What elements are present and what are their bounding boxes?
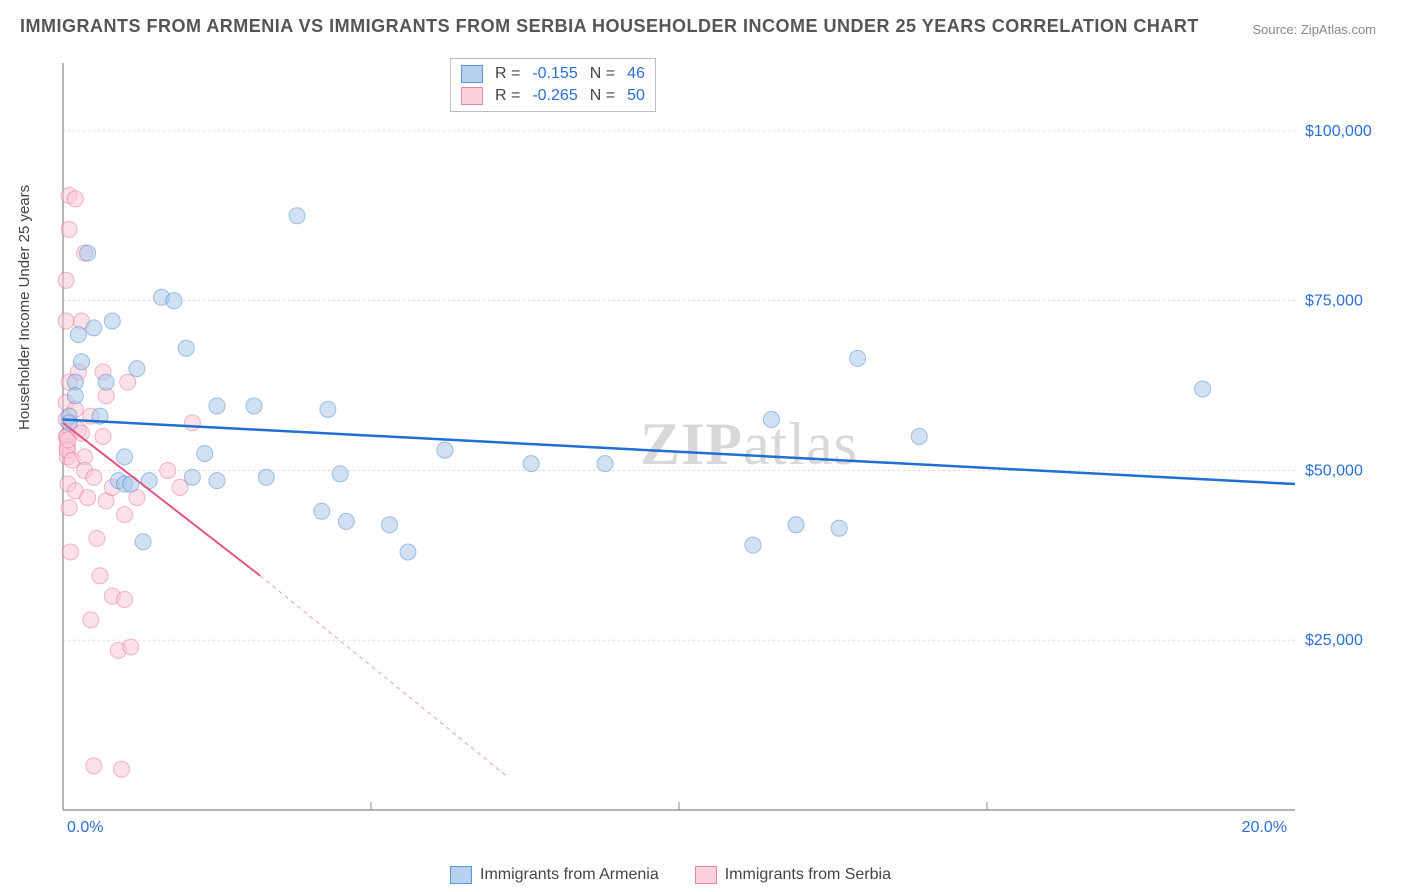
y-axis-label: Householder Income Under 25 years (16, 185, 33, 430)
svg-text:$75,000: $75,000 (1305, 293, 1363, 310)
swatch-pink-icon (695, 866, 717, 884)
svg-text:0.0%: 0.0% (67, 819, 103, 836)
legend-label: Immigrants from Armenia (480, 866, 659, 884)
legend-item-armenia: Immigrants from Armenia (450, 866, 659, 884)
legend-label: Immigrants from Serbia (725, 866, 891, 884)
chart-title: IMMIGRANTS FROM ARMENIA VS IMMIGRANTS FR… (20, 16, 1199, 37)
legend-item-serbia: Immigrants from Serbia (695, 866, 891, 884)
legend-stats-row-1: R = -0.155 N = 46 (461, 63, 645, 85)
source-attribution: Source: ZipAtlas.com (1252, 22, 1376, 37)
scatter-plot: $25,000 $50,000 $75,000 $100,000 0.0% 20.0% (55, 55, 1375, 840)
svg-text:$25,000: $25,000 (1305, 632, 1363, 649)
swatch-blue-icon (450, 866, 472, 884)
swatch-blue-icon (461, 65, 483, 83)
svg-text:$50,000: $50,000 (1305, 462, 1363, 479)
swatch-pink-icon (461, 87, 483, 105)
legend-stats-row-2: R = -0.265 N = 50 (461, 85, 645, 107)
svg-text:$100,000: $100,000 (1305, 123, 1372, 140)
chart-area: $25,000 $50,000 $75,000 $100,000 0.0% 20.0% (55, 55, 1375, 840)
legend-stats: R = -0.155 N = 46 R = -0.265 N = 50 (450, 58, 656, 112)
legend-series: Immigrants from Armenia Immigrants from … (450, 866, 891, 884)
svg-text:20.0%: 20.0% (1242, 819, 1287, 836)
